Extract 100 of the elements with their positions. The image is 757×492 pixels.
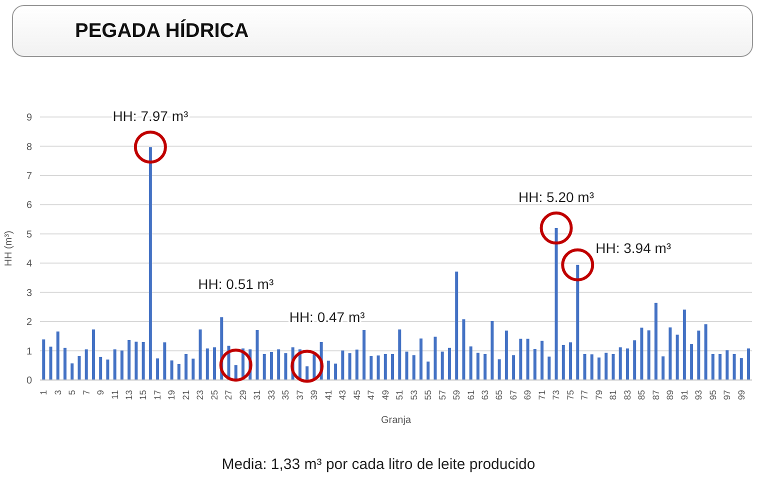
bar	[540, 340, 544, 380]
bar	[148, 147, 152, 380]
x-tick-label: 47	[366, 390, 376, 400]
y-axis-title: HH (m³)	[4, 230, 15, 266]
bar	[569, 342, 572, 380]
y-tick-label: 6	[26, 200, 32, 212]
x-tick-label: 33	[266, 390, 276, 400]
bar	[362, 330, 366, 380]
bar	[484, 354, 487, 380]
bar	[163, 342, 166, 380]
bar	[192, 358, 195, 380]
bar	[618, 347, 622, 380]
x-tick-label: 87	[650, 390, 661, 400]
bar	[583, 354, 586, 380]
bar	[604, 352, 608, 380]
bar	[554, 228, 558, 380]
bar	[590, 354, 594, 380]
bar	[576, 264, 580, 380]
bar	[348, 353, 352, 380]
bar	[206, 348, 209, 380]
x-tick-label: 25	[209, 390, 220, 400]
x-tick-label: 95	[708, 390, 718, 400]
bar	[277, 349, 280, 380]
y-tick-label: 3	[26, 288, 32, 299]
bar	[526, 338, 530, 380]
x-tick-label: 53	[408, 390, 419, 400]
x-tick-label: 11	[110, 390, 120, 400]
annotation: HH: 0.51 m³	[198, 276, 274, 292]
x-tick-label: 19	[166, 390, 177, 400]
y-tick-label: 1	[26, 346, 32, 358]
bar	[434, 336, 437, 380]
bar	[640, 328, 644, 380]
bar	[626, 348, 629, 380]
bar	[711, 354, 714, 380]
bar	[170, 360, 174, 380]
bar	[376, 355, 380, 380]
x-tick-label: 93	[694, 390, 704, 400]
bar	[654, 302, 658, 380]
x-tick-label: 55	[423, 390, 434, 400]
x-tick-label: 31	[252, 390, 262, 400]
bar	[128, 340, 131, 380]
x-tick-label: 41	[323, 390, 334, 400]
x-tick-label: 13	[124, 390, 134, 400]
bar	[668, 327, 672, 380]
x-tick-label: 61	[466, 390, 476, 400]
y-tick-label: 5	[26, 229, 32, 240]
bar	[462, 319, 466, 380]
x-tick-label: 59	[452, 390, 462, 400]
x-tick-label: 5	[67, 390, 78, 396]
bar	[490, 320, 494, 380]
bar	[106, 360, 110, 380]
x-tick-label: 75	[565, 390, 576, 400]
bar	[120, 350, 124, 380]
x-tick-label: 51	[394, 390, 405, 400]
bar	[548, 356, 551, 380]
x-tick-label: 83	[622, 390, 632, 400]
bar	[747, 348, 750, 380]
bar	[412, 355, 416, 380]
bar	[326, 360, 330, 380]
x-tick-label: 7	[81, 390, 92, 396]
bar	[498, 359, 501, 380]
bar	[476, 352, 480, 380]
bar	[398, 329, 402, 380]
x-tick-label: 99	[736, 390, 746, 400]
bar	[177, 364, 180, 380]
x-tick-label: 81	[608, 390, 618, 400]
bar	[262, 354, 266, 380]
bar	[213, 347, 216, 380]
bar	[56, 331, 60, 380]
x-tick-label: 69	[522, 390, 533, 400]
bar	[562, 344, 565, 380]
bar	[597, 358, 600, 380]
annotation: HH: 3.94 m³	[596, 240, 672, 256]
bar	[334, 364, 338, 380]
x-tick-label: 73	[551, 390, 562, 400]
bar	[405, 352, 408, 380]
x-tick-label: 9	[96, 390, 106, 396]
x-tick-label: 97	[722, 390, 732, 400]
text: Media: 1,33 m³ por cada litro de leite producido	[220, 456, 536, 473]
bar	[697, 330, 700, 380]
y-tick-label: 9	[26, 112, 32, 124]
y-tick-label: 7	[26, 170, 32, 182]
x-tick-label: 21	[180, 390, 191, 400]
bar	[284, 353, 288, 380]
x-tick-label: 29	[238, 390, 248, 400]
y-tick-label: 4	[26, 258, 32, 270]
x-tick-label: 67	[508, 390, 518, 400]
bar	[682, 310, 686, 380]
bar	[455, 272, 458, 380]
x-tick-label: 39	[309, 390, 320, 400]
annotation: HH: 0.47 m³	[289, 309, 366, 326]
bar	[92, 329, 95, 380]
bar	[426, 362, 430, 380]
x-tick-label: 43	[338, 390, 348, 400]
x-tick-label: 27	[224, 390, 234, 400]
x-tick-label: 45	[352, 390, 362, 400]
x-tick-label: 1	[38, 390, 49, 396]
bar	[690, 344, 694, 380]
bar	[156, 358, 160, 380]
bar	[42, 339, 46, 380]
